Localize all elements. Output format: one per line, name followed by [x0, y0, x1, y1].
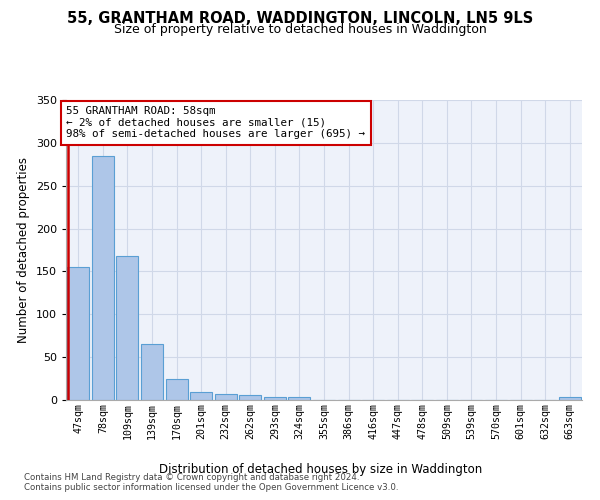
- Text: 55 GRANTHAM ROAD: 58sqm
← 2% of detached houses are smaller (15)
98% of semi-det: 55 GRANTHAM ROAD: 58sqm ← 2% of detached…: [67, 106, 365, 139]
- Y-axis label: Number of detached properties: Number of detached properties: [17, 157, 30, 343]
- Bar: [92, 156, 114, 400]
- Bar: [67, 267, 89, 400]
- Text: Contains HM Land Registry data © Crown copyright and database right 2024.: Contains HM Land Registry data © Crown c…: [24, 473, 359, 482]
- Bar: [116, 256, 139, 400]
- Bar: [141, 344, 163, 400]
- Bar: [559, 398, 581, 400]
- Bar: [264, 396, 286, 400]
- Text: Contains public sector information licensed under the Open Government Licence v3: Contains public sector information licen…: [24, 483, 398, 492]
- Bar: [166, 378, 188, 400]
- Bar: [289, 398, 310, 400]
- Bar: [239, 395, 262, 400]
- Text: 55, GRANTHAM ROAD, WADDINGTON, LINCOLN, LN5 9LS: 55, GRANTHAM ROAD, WADDINGTON, LINCOLN, …: [67, 11, 533, 26]
- Text: Distribution of detached houses by size in Waddington: Distribution of detached houses by size …: [160, 462, 482, 475]
- Bar: [190, 392, 212, 400]
- Text: Size of property relative to detached houses in Waddington: Size of property relative to detached ho…: [113, 22, 487, 36]
- Bar: [215, 394, 237, 400]
